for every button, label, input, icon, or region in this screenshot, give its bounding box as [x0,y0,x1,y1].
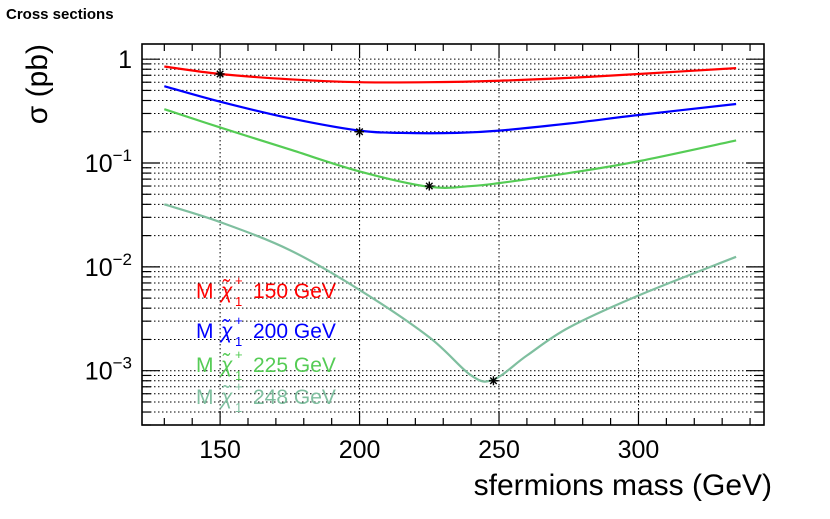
legend-prefix-1: M [196,280,214,303]
y-tick-label: 1 [118,46,132,74]
legend-chi-4: χ̃ [219,385,233,409]
legend-index-1: 1 [235,294,242,309]
minimum-marker-4 [488,376,498,386]
legend-mass-1: 150 GeV [253,280,336,303]
legend-mass-4: 248 GeV [253,386,336,409]
y-axis-title: σ (pb) [21,44,54,124]
x-tick-label: 200 [339,436,381,464]
legend-prefix-4: M [196,386,214,409]
minimum-marker-1 [215,69,225,79]
series-line-3 [163,108,737,189]
legend-chi-1: χ̃ [219,279,233,303]
x-tick-label: 300 [618,436,660,464]
series-line-2 [164,85,737,135]
x-tick-label: 150 [199,436,241,464]
legend-prefix-2: M [196,320,214,343]
minimum-marker-3 [424,181,434,191]
legend-charge-1: + [235,273,243,288]
legend-charge-2: + [235,313,243,328]
series-line-4 [163,203,737,383]
x-tick-label: 250 [478,436,520,464]
legend-chi-2: χ̃ [219,319,233,343]
legend-index-2: 1 [235,334,242,349]
chart-title: Cross sections [6,6,114,23]
legend-mass-3: 225 GeV [253,354,336,377]
y-tick-label: 10−3 [85,354,132,386]
legend-prefix-3: M [196,354,214,377]
y-tick-label: 10−2 [85,250,132,282]
x-axis-title: sfermions mass (GeV) [474,469,772,502]
legend-charge-4: + [235,379,243,394]
plot-frame [141,43,765,426]
legend-chi-3: χ̃ [219,353,233,377]
y-tick-label: 10−1 [85,146,132,178]
legend-index-3: 1 [235,368,242,383]
legend-mass-2: 200 GeV [253,320,336,343]
series-line-1 [164,65,737,84]
legend-charge-3: + [235,347,243,362]
legend-index-4: 1 [235,400,242,415]
minimum-marker-2 [355,127,365,137]
